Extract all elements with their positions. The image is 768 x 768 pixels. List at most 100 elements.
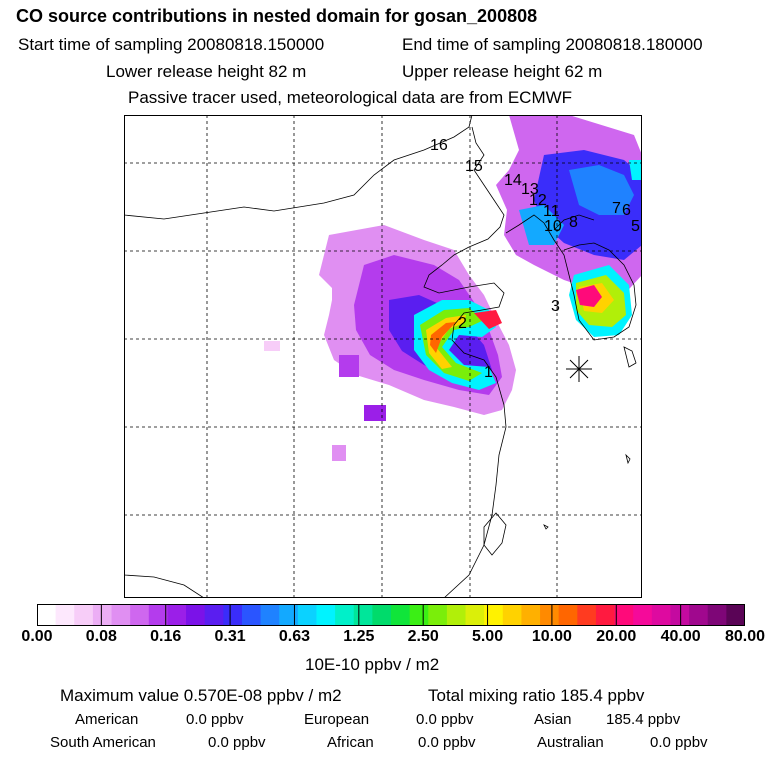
colorbar-cell xyxy=(204,604,224,626)
source-label-3: 3 xyxy=(551,298,560,315)
colorbar-cell xyxy=(651,604,671,626)
source-label-10: 10 xyxy=(544,218,562,235)
source-label-16: 16 xyxy=(430,137,448,154)
colorbar-tick-label: 0.31 xyxy=(214,628,246,645)
colorbar-cell xyxy=(372,604,392,626)
colorbar-cell xyxy=(241,604,262,626)
colorbar-cell xyxy=(167,604,187,626)
colorbar-cell xyxy=(502,604,522,626)
grid-lines xyxy=(124,115,642,598)
plume-cyan-edge xyxy=(629,160,642,180)
plume-speck-c xyxy=(332,445,346,461)
source-label-12: 12 xyxy=(529,192,547,209)
australian-label: Australian xyxy=(537,734,604,751)
source-label-15: 15 xyxy=(465,158,483,175)
source-label-2: 2 xyxy=(458,315,467,332)
colorbar-cell xyxy=(297,604,317,626)
colorbar-tick-label: 0.16 xyxy=(150,628,182,645)
european-label: European xyxy=(304,711,370,728)
coastline-taiwan xyxy=(483,512,507,556)
plume-speck-a xyxy=(332,283,350,301)
colorbar-cell xyxy=(595,604,616,626)
colorbar-cell xyxy=(92,604,113,626)
colorbar-cell xyxy=(633,604,653,626)
border-south xyxy=(124,574,205,598)
asian-label: Asian xyxy=(534,711,572,728)
source-label-6: 6 xyxy=(622,202,631,219)
european-value: 0.0 ppbv xyxy=(416,711,474,728)
colorbar-cell xyxy=(465,604,485,626)
colorbar-cell xyxy=(74,604,94,626)
colorbar-tick-label: 0.63 xyxy=(278,628,311,645)
colorbar-cell xyxy=(353,604,373,626)
american-label: American xyxy=(75,711,139,728)
total-mixing-ratio-label: Total mixing ratio 185.4 ppbv xyxy=(428,686,645,705)
colorbar-cell xyxy=(558,604,578,626)
south-american-value: 0.0 ppbv xyxy=(208,734,266,751)
colorbar-tick-label: 2.50 xyxy=(407,628,439,645)
colorbar-tick-label: 5.00 xyxy=(471,628,504,645)
colorbar-cell xyxy=(130,604,150,626)
colorbar-tick-label: 40.00 xyxy=(660,628,701,645)
american-value: 0.0 ppbv xyxy=(186,711,244,728)
coastline-china xyxy=(423,246,507,598)
colorbar-cell xyxy=(111,604,131,626)
colorbar-cell xyxy=(186,604,206,626)
source-label-5: 5 xyxy=(631,218,640,235)
colorbar-tick-label: 0.00 xyxy=(21,628,53,645)
plume-china-yellow xyxy=(426,315,466,369)
coastlines xyxy=(124,115,637,598)
colorbar-tick-label: 0.08 xyxy=(85,628,117,645)
plume-speck-b xyxy=(364,405,386,421)
colorbar-tick-label: 10.00 xyxy=(531,628,572,645)
tracer-field xyxy=(264,115,642,461)
colorbar xyxy=(37,604,745,626)
chart-title: CO source contributions in nested domain… xyxy=(16,6,538,26)
source-label-7: 7 xyxy=(612,200,621,217)
colorbar-cell xyxy=(726,604,745,626)
border-north xyxy=(124,115,473,220)
lower-release-label: Lower release height 82 m xyxy=(106,62,307,81)
colorbar-cell xyxy=(540,604,560,626)
colorbar-cell xyxy=(37,604,57,626)
island-b xyxy=(625,453,631,465)
colorbar-cell xyxy=(614,604,634,626)
plume-china-red xyxy=(474,310,502,329)
tracer-note: Passive tracer used, meteorological data… xyxy=(128,88,573,107)
upper-release-label: Upper release height 62 m xyxy=(402,62,603,81)
plume-speck-west xyxy=(264,341,280,351)
colorbar-cell xyxy=(577,604,597,626)
colorbar-cell xyxy=(148,604,168,626)
border-manchuria xyxy=(468,126,505,248)
source-label-14: 14 xyxy=(504,172,522,189)
colorbar-cell xyxy=(260,604,280,626)
colorbar-cell xyxy=(670,604,690,626)
colorbar-tick-label: 20.00 xyxy=(596,628,637,645)
map-plot: 1 2 3 5 6 7 8 10 11 12 13 14 15 16 xyxy=(124,115,642,598)
maximum-value-label: Maximum value 0.570E-08 ppbv / m2 xyxy=(60,686,342,705)
colorbar-cell xyxy=(484,604,504,626)
south-american-label: South American xyxy=(50,734,156,751)
colorbar-cell xyxy=(316,604,336,626)
plume-speck-d xyxy=(339,355,359,377)
plume-china-orange xyxy=(430,322,456,353)
plume-korea-north xyxy=(519,205,564,245)
colorbar-cell xyxy=(446,604,467,626)
island-c xyxy=(543,524,549,530)
asian-value: 185.4 ppbv xyxy=(606,711,681,728)
australian-value: 0.0 ppbv xyxy=(650,734,708,751)
colorbar-tick-label: 80.00 xyxy=(724,628,766,645)
source-label-1: 1 xyxy=(484,364,493,381)
island-a xyxy=(623,346,637,368)
source-label-13: 13 xyxy=(521,181,539,198)
plume-northeast-blue xyxy=(569,165,634,215)
end-time-label: End time of sampling 20080818.180000 xyxy=(402,35,703,54)
start-time-label: Start time of sampling 20080818.150000 xyxy=(18,35,325,54)
colorbar-cell xyxy=(409,604,429,626)
coastline-korea xyxy=(505,214,637,341)
plume-korea-hot xyxy=(576,285,602,307)
coastline-korea-north xyxy=(553,214,595,231)
colorbar-tick-label: 1.25 xyxy=(343,628,375,645)
